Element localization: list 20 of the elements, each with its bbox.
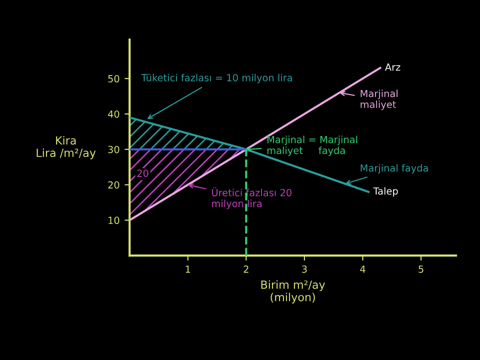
series-label: Talep — [373, 187, 398, 197]
annotation: Tüketici fazlası = 10 milyon lira — [141, 74, 292, 84]
x-tick-label: 2 — [244, 265, 248, 273]
x-tick-label: 1 — [186, 266, 190, 273]
y-tick-label: 30 — [108, 146, 120, 154]
annotation: 20 — [137, 170, 148, 177]
y-tick-label: 50 — [108, 75, 120, 82]
y-tick-label: 10 — [108, 216, 120, 224]
x-tick-label: 5 — [418, 266, 424, 273]
annotation: Marjinal maliyet — [360, 90, 398, 110]
annotation: Üretici fazlası 20 milyon lira — [212, 187, 292, 210]
series-label: Arz — [384, 64, 400, 71]
y-axis-title: Kira Lira /m²/ay — [36, 136, 96, 160]
annotation: Marjinal = Marjinal maliyet fayda — [267, 136, 358, 156]
x-axis-title: Birim m²/ay (milyon) — [261, 280, 326, 304]
annotation: Marjinal fayda — [360, 164, 428, 174]
y-tick-label: 40 — [108, 110, 120, 118]
y-tick-label: 20 — [108, 181, 120, 189]
x-tick-label: 3 — [302, 265, 307, 273]
x-tick-label: 4 — [360, 266, 366, 273]
